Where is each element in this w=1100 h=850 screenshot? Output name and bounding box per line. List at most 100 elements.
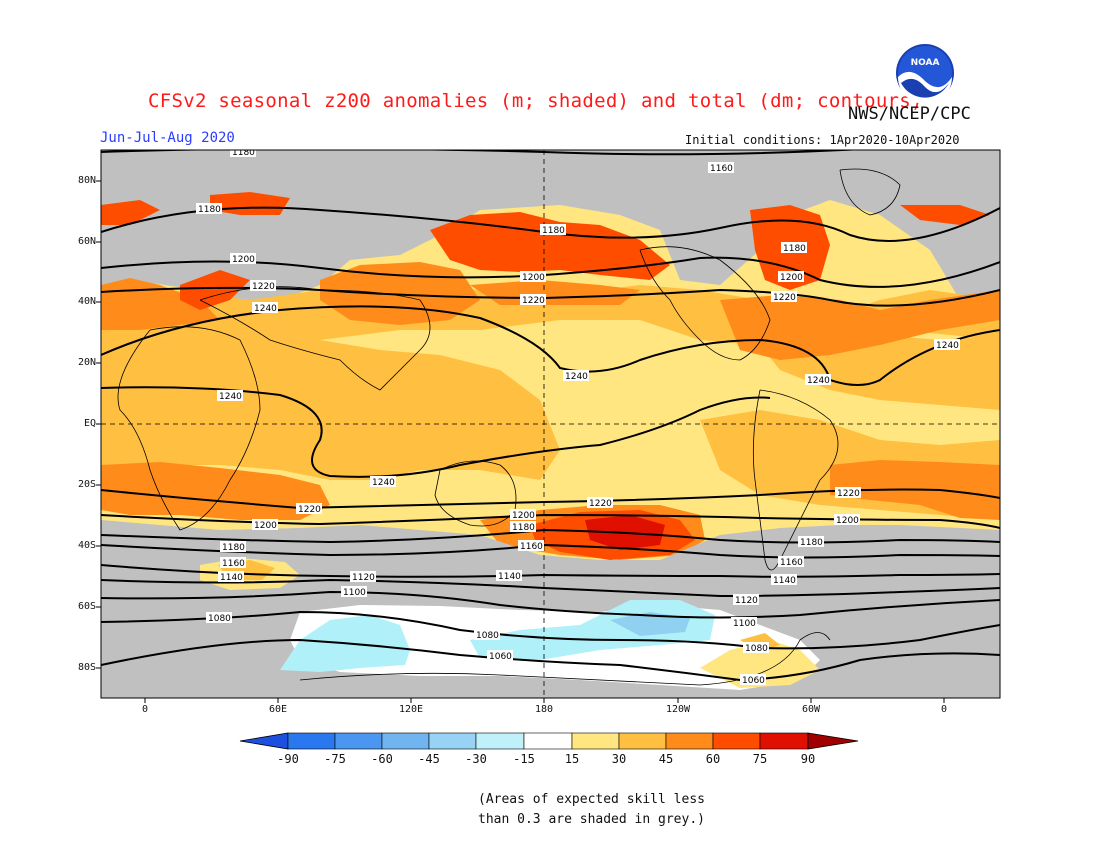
shading-red-d xyxy=(900,205,990,225)
colorbar-box xyxy=(571,732,620,750)
colorbar-tick-label: 60 xyxy=(705,752,721,766)
shading-darkorange-south-a xyxy=(101,462,330,520)
shading-orange-south-b xyxy=(740,633,780,652)
lon-label: 0 xyxy=(141,704,149,715)
shading-cyan-b xyxy=(470,600,715,660)
shading-red-c xyxy=(101,200,160,225)
lon-label: 0 xyxy=(940,704,948,715)
colorbar-tick-label: -30 xyxy=(465,752,487,766)
shading-darkorange-south-b xyxy=(830,460,1000,520)
contour-label: 1080 xyxy=(745,644,768,654)
lon-label: 60E xyxy=(268,704,288,715)
contour-label: 1200 xyxy=(232,255,255,265)
contour-label: 1180 xyxy=(512,523,535,533)
agency-label: NWS/NCEP/CPC xyxy=(848,104,971,124)
contour-1160-south xyxy=(101,543,1000,559)
contour-label: 1160 xyxy=(222,559,245,569)
lat-label: EQ xyxy=(83,418,96,429)
colorbar-tick-label: -75 xyxy=(324,752,346,766)
shading-blue-b xyxy=(610,612,690,636)
contour-label: 1160 xyxy=(780,558,803,568)
coast-antarctica xyxy=(299,632,831,686)
colorbar-tick-label: 75 xyxy=(752,752,768,766)
contour-1200-north xyxy=(101,256,1000,288)
contour-label: 1100 xyxy=(733,619,756,629)
colorbar-tick-label: -15 xyxy=(513,752,535,766)
contour-label: 1180 xyxy=(198,205,221,215)
lon-ticks xyxy=(144,698,945,703)
chart-title: CFSv2 seasonal z200 anomalies (m; shaded… xyxy=(148,90,923,112)
shading-grey-north xyxy=(101,150,1000,300)
colorbar-tick-label: -60 xyxy=(371,752,393,766)
lat-label: 20S xyxy=(77,479,96,490)
noaa-logo-text: NOAA xyxy=(911,58,940,68)
skill-note-line2: than 0.3 are shaded in grey.) xyxy=(478,812,705,827)
shading-white-antarctic xyxy=(290,605,820,690)
colorbar-tick-label: 45 xyxy=(658,752,674,766)
contour-label: 1200 xyxy=(512,511,535,521)
contour-label: 1240 xyxy=(936,341,959,351)
shading-darkorange-c xyxy=(470,280,640,305)
contour-label: 1100 xyxy=(343,588,366,598)
map-frame xyxy=(100,149,1001,699)
lon-label: 120W xyxy=(665,704,691,715)
colorbar-box xyxy=(287,732,336,750)
contour-label: 1060 xyxy=(742,676,765,686)
shading-orange-north xyxy=(101,285,1000,345)
contour-label: 1200 xyxy=(836,516,859,526)
lat-ticks xyxy=(96,180,101,669)
shading-darkorange-d xyxy=(720,290,1000,360)
colorbar-box xyxy=(428,732,477,750)
shading-orange-east xyxy=(760,335,1000,410)
colorbar-tick-label: 30 xyxy=(611,752,627,766)
contour-1060-south xyxy=(101,638,1000,682)
colorbar-box xyxy=(475,732,525,750)
contour-1220-north xyxy=(101,286,1000,307)
lat-label: 60S xyxy=(77,601,96,612)
colorbar-tick-label: 15 xyxy=(564,752,580,766)
colorbar-arrow-left xyxy=(239,732,289,750)
contour-label: 1240 xyxy=(372,478,395,488)
contour-label: 1080 xyxy=(476,631,499,641)
season-label: Jun-Jul-Aug 2020 xyxy=(100,130,235,146)
shading-red-south xyxy=(530,510,695,560)
colorbar-box xyxy=(665,732,714,750)
colorbar-arrow-right xyxy=(807,732,859,750)
lat-label: 80S xyxy=(77,662,96,673)
contour-label: 1180 xyxy=(800,538,823,548)
coast-greenland xyxy=(839,168,901,216)
lat-label: 40S xyxy=(77,540,96,551)
contour-label: 1240 xyxy=(807,376,830,386)
contour-label: 1180 xyxy=(222,543,245,553)
coast-eurasia xyxy=(199,286,431,391)
contour-label: 1220 xyxy=(589,499,612,509)
colorbar-tick-label: -90 xyxy=(277,752,299,766)
colorbar-box xyxy=(334,732,383,750)
shading-yellow-south-b xyxy=(700,640,820,688)
shading-red-f xyxy=(210,192,290,215)
contour-label: 1200 xyxy=(522,273,545,283)
contour-label: 1200 xyxy=(254,521,277,531)
colorbar-box xyxy=(712,732,761,750)
contour-label: 1220 xyxy=(298,505,321,515)
noaa-logo: NOAA xyxy=(896,44,954,103)
shading-darkorange-b xyxy=(320,262,480,325)
contour-1140-south xyxy=(101,564,1000,578)
contour-1240-eq-west xyxy=(101,386,771,478)
coastlines xyxy=(117,168,901,686)
contour-label: 1120 xyxy=(735,596,758,606)
contour-label: 1180 xyxy=(542,226,565,236)
contour-label: 1180 xyxy=(232,148,255,158)
shading-orange-tropics xyxy=(101,330,560,480)
shading-yellow-south-a xyxy=(200,558,300,590)
colorbar-box xyxy=(618,732,667,750)
shading-red-e xyxy=(180,270,250,310)
contour-label: 1160 xyxy=(710,164,733,174)
contour-label: 1240 xyxy=(565,372,588,382)
contour-label: 1140 xyxy=(773,576,796,586)
shading-base xyxy=(101,150,1000,698)
contour-1100-south xyxy=(101,590,1000,619)
shading-darkorange-a xyxy=(101,278,220,330)
